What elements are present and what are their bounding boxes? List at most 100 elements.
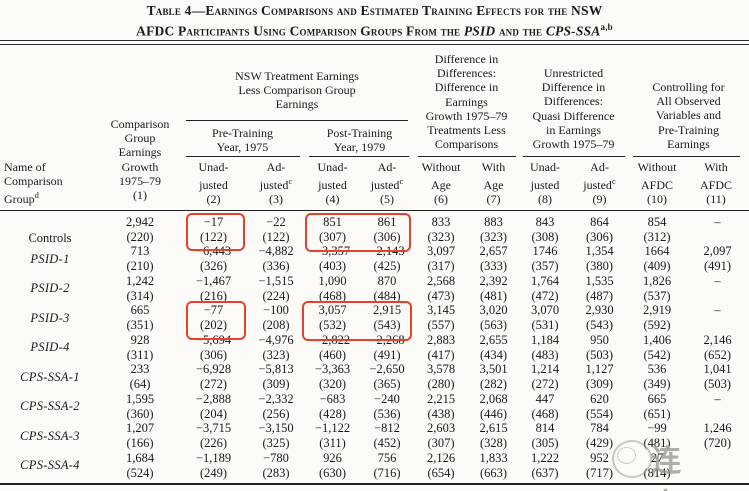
- standard-error-cell: (272): [531, 377, 559, 392]
- standard-error-cell: (64): [129, 377, 151, 392]
- value-cell: 2,657: [479, 244, 508, 259]
- standard-error-cell: (536): [373, 406, 401, 421]
- value-cell: −2,650: [369, 362, 405, 377]
- value-cell: 843: [535, 214, 555, 229]
- value-cell: 2,568: [426, 273, 456, 288]
- value-cell: −2,332: [258, 391, 294, 406]
- standard-error-cell: (717): [585, 465, 614, 480]
- value-cell: −6,443: [195, 244, 232, 259]
- value-cell: 950: [590, 332, 609, 347]
- title-footnote-sup: a,b: [600, 22, 613, 32]
- standard-error-cell: (166): [126, 436, 154, 451]
- standard-error-cell: (282): [479, 377, 508, 392]
- value-cell: 233: [130, 362, 150, 377]
- value-cell: −3,150: [258, 421, 294, 436]
- standard-error-cell: (249): [199, 465, 228, 480]
- value-cell: 1,222: [530, 450, 560, 465]
- standard-error-cell: (357): [531, 259, 559, 274]
- standard-error-cell: (309): [262, 377, 290, 392]
- value-cell: 3,020: [479, 303, 508, 318]
- value-cell: 2,603: [426, 421, 456, 436]
- value-cell: 620: [590, 391, 609, 406]
- value-cell: 1,246: [703, 421, 732, 436]
- row-label: PSID-4: [30, 340, 70, 355]
- standard-error-cell: (592): [643, 318, 671, 333]
- value-cell: −683: [319, 391, 346, 406]
- standard-error-cell: (663): [479, 465, 508, 480]
- value-cell: 665: [130, 303, 150, 318]
- value-cell: 3,578: [426, 362, 456, 377]
- standard-error-cell: (349): [643, 377, 671, 392]
- value-cell: 1746: [532, 244, 558, 259]
- value-cell: 952: [590, 450, 609, 465]
- standard-error-cell: (224): [262, 288, 290, 303]
- value-cell: 864: [590, 214, 609, 229]
- value-cell: −77: [203, 303, 224, 318]
- standard-error-cell: [686, 230, 749, 245]
- standard-error-cell: (210): [126, 259, 154, 274]
- standard-error-cell: (226): [199, 436, 228, 451]
- standard-error-cell: [686, 289, 749, 304]
- value-cell: 1,207: [125, 421, 155, 436]
- value-cell: −100: [263, 303, 289, 318]
- annotation-box-psid3-posttraining: [302, 301, 412, 341]
- col-header-11-with-afdc: With AFDC (11): [699, 160, 732, 207]
- standard-error-cell: (814): [643, 465, 671, 480]
- standard-error-cell: (305): [531, 436, 559, 451]
- value-cell: −1,515: [258, 273, 294, 288]
- rule-under-nsw-group: [186, 120, 408, 121]
- value-cell: –: [714, 273, 721, 288]
- standard-error-cell: (557): [427, 318, 455, 333]
- annotation-box-controls-pretraining-unadjusted: [186, 213, 245, 251]
- value-cell: −1,122: [314, 421, 351, 436]
- standard-error-cell: (487): [585, 288, 614, 303]
- value-cell: −5,813: [258, 362, 294, 377]
- value-cell: −22: [266, 214, 286, 229]
- standard-error-cell: (438): [427, 406, 455, 421]
- value-cell: 2,930: [585, 303, 614, 318]
- value-cell: 447: [535, 391, 555, 406]
- title-psid-italic: PSID: [463, 23, 496, 39]
- group-header-unrestricted-differences: Unrestricted Difference in Differences: …: [532, 66, 615, 152]
- row-label: CPS-SSA-3: [20, 428, 80, 443]
- value-cell: 926: [323, 450, 342, 465]
- group-header-difference-in-differences: Difference in Differences: Difference in…: [425, 52, 508, 152]
- value-cell: 1,684: [125, 450, 155, 465]
- header-comparison-group-earnings-growth: Comparison Group Earnings Growth 1975–79…: [110, 117, 170, 203]
- standard-error-cell: (446): [479, 406, 508, 421]
- value-cell: 883: [484, 214, 503, 229]
- value-cell: 2,392: [479, 273, 508, 288]
- value-cell: −3,715: [195, 421, 232, 436]
- standard-error-cell: (428): [318, 406, 347, 421]
- title-line1: Table 4—Earnings Comparisons and Estimat…: [146, 3, 603, 18]
- standard-error-cell: (122): [199, 229, 228, 244]
- watermark-text: 连享会: [651, 444, 682, 491]
- value-cell: 2,883: [426, 332, 456, 347]
- standard-error-cell: (503): [703, 377, 732, 392]
- standard-error-cell: (542): [643, 347, 671, 362]
- col-header-10-without-afdc: Without AFDC (10): [637, 160, 677, 207]
- value-cell: 1,127: [585, 362, 614, 377]
- title-cpsssa-italic: CPS-SSA: [545, 23, 601, 39]
- standard-error-cell: (409): [643, 259, 671, 274]
- value-cell: 1,595: [125, 391, 155, 406]
- header-name-of-comparison-group: Name of Comparison Groupd: [4, 160, 63, 207]
- value-cell: −4,882: [258, 244, 294, 259]
- standard-error-cell: (472): [531, 288, 559, 303]
- watermark-stamp-icon: [612, 440, 652, 478]
- value-cell: 756: [377, 450, 397, 465]
- value-cell: −1,189: [195, 450, 232, 465]
- standard-error-cell: (307): [427, 436, 455, 451]
- standard-error-cell: (325): [262, 436, 290, 451]
- standard-error-cell: (204): [199, 406, 228, 421]
- value-cell: 1,826: [642, 273, 672, 288]
- col-header-2-unadjusted: Unad- justed (2): [198, 160, 229, 207]
- value-cell: −1,467: [195, 273, 232, 288]
- standard-error-cell: (484): [373, 288, 401, 303]
- standard-error-cell: (272): [199, 377, 228, 392]
- value-cell: 2,915: [372, 303, 402, 318]
- group-header-pre-training: Pre-Training Year, 1975: [212, 126, 273, 155]
- value-cell: 1664: [644, 244, 670, 259]
- standard-error-cell: (202): [199, 318, 228, 333]
- value-cell: 1,354: [585, 244, 614, 259]
